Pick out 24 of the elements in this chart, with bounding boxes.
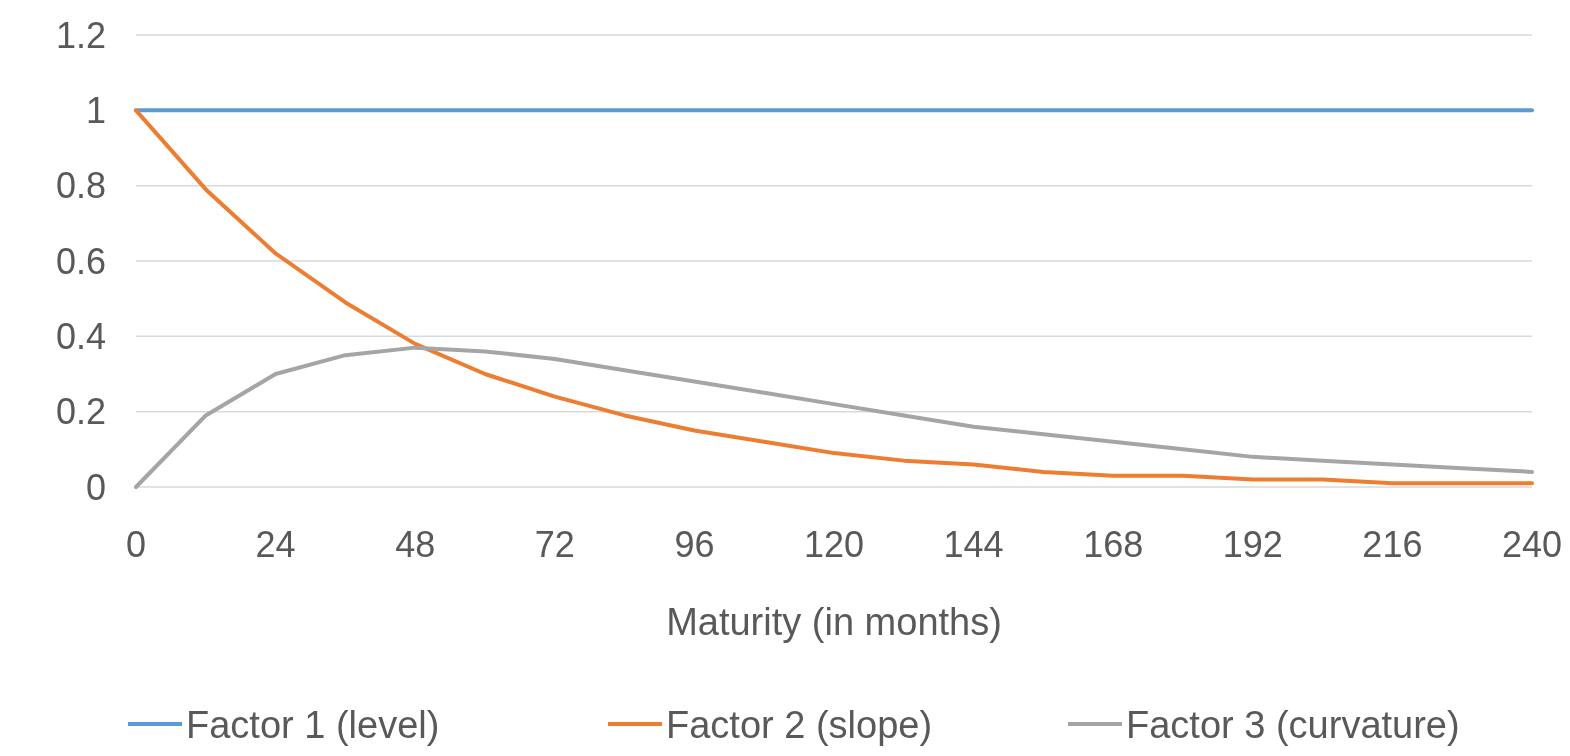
legend-label: Factor 3 (curvature) (1126, 704, 1460, 746)
x-tick-label: 72 (534, 524, 575, 565)
legend-label: Factor 1 (level) (186, 704, 440, 746)
y-tick-label: 0.8 (55, 165, 106, 207)
x-tick-label: 96 (674, 524, 715, 565)
x-tick-label: 48 (395, 524, 436, 565)
x-tick-label: 24 (255, 524, 296, 565)
y-tick-label: 0 (85, 466, 106, 508)
x-tick-label: 0 (125, 524, 147, 565)
x-tick-label: 216 (1362, 524, 1423, 565)
x-tick-label: 120 (803, 524, 865, 565)
legend-label: Factor 2 (slope) (666, 704, 933, 746)
y-tick-label: 1.2 (55, 14, 106, 56)
x-tick-label: 168 (1083, 524, 1144, 565)
y-tick-label: 0.2 (55, 391, 106, 433)
line-series (134, 108, 1534, 486)
x-tick-label: 144 (943, 524, 1004, 565)
x-tick-label: 192 (1222, 524, 1283, 565)
y-tick-label: 0.4 (55, 315, 106, 357)
y-tick-label: 0.6 (55, 240, 106, 282)
y-tick-label: 1 (85, 89, 106, 131)
x-tick-label: 240 (1501, 524, 1563, 565)
x-axis-title: Maturity (in months) (666, 601, 1002, 643)
line-series (134, 345, 1534, 489)
